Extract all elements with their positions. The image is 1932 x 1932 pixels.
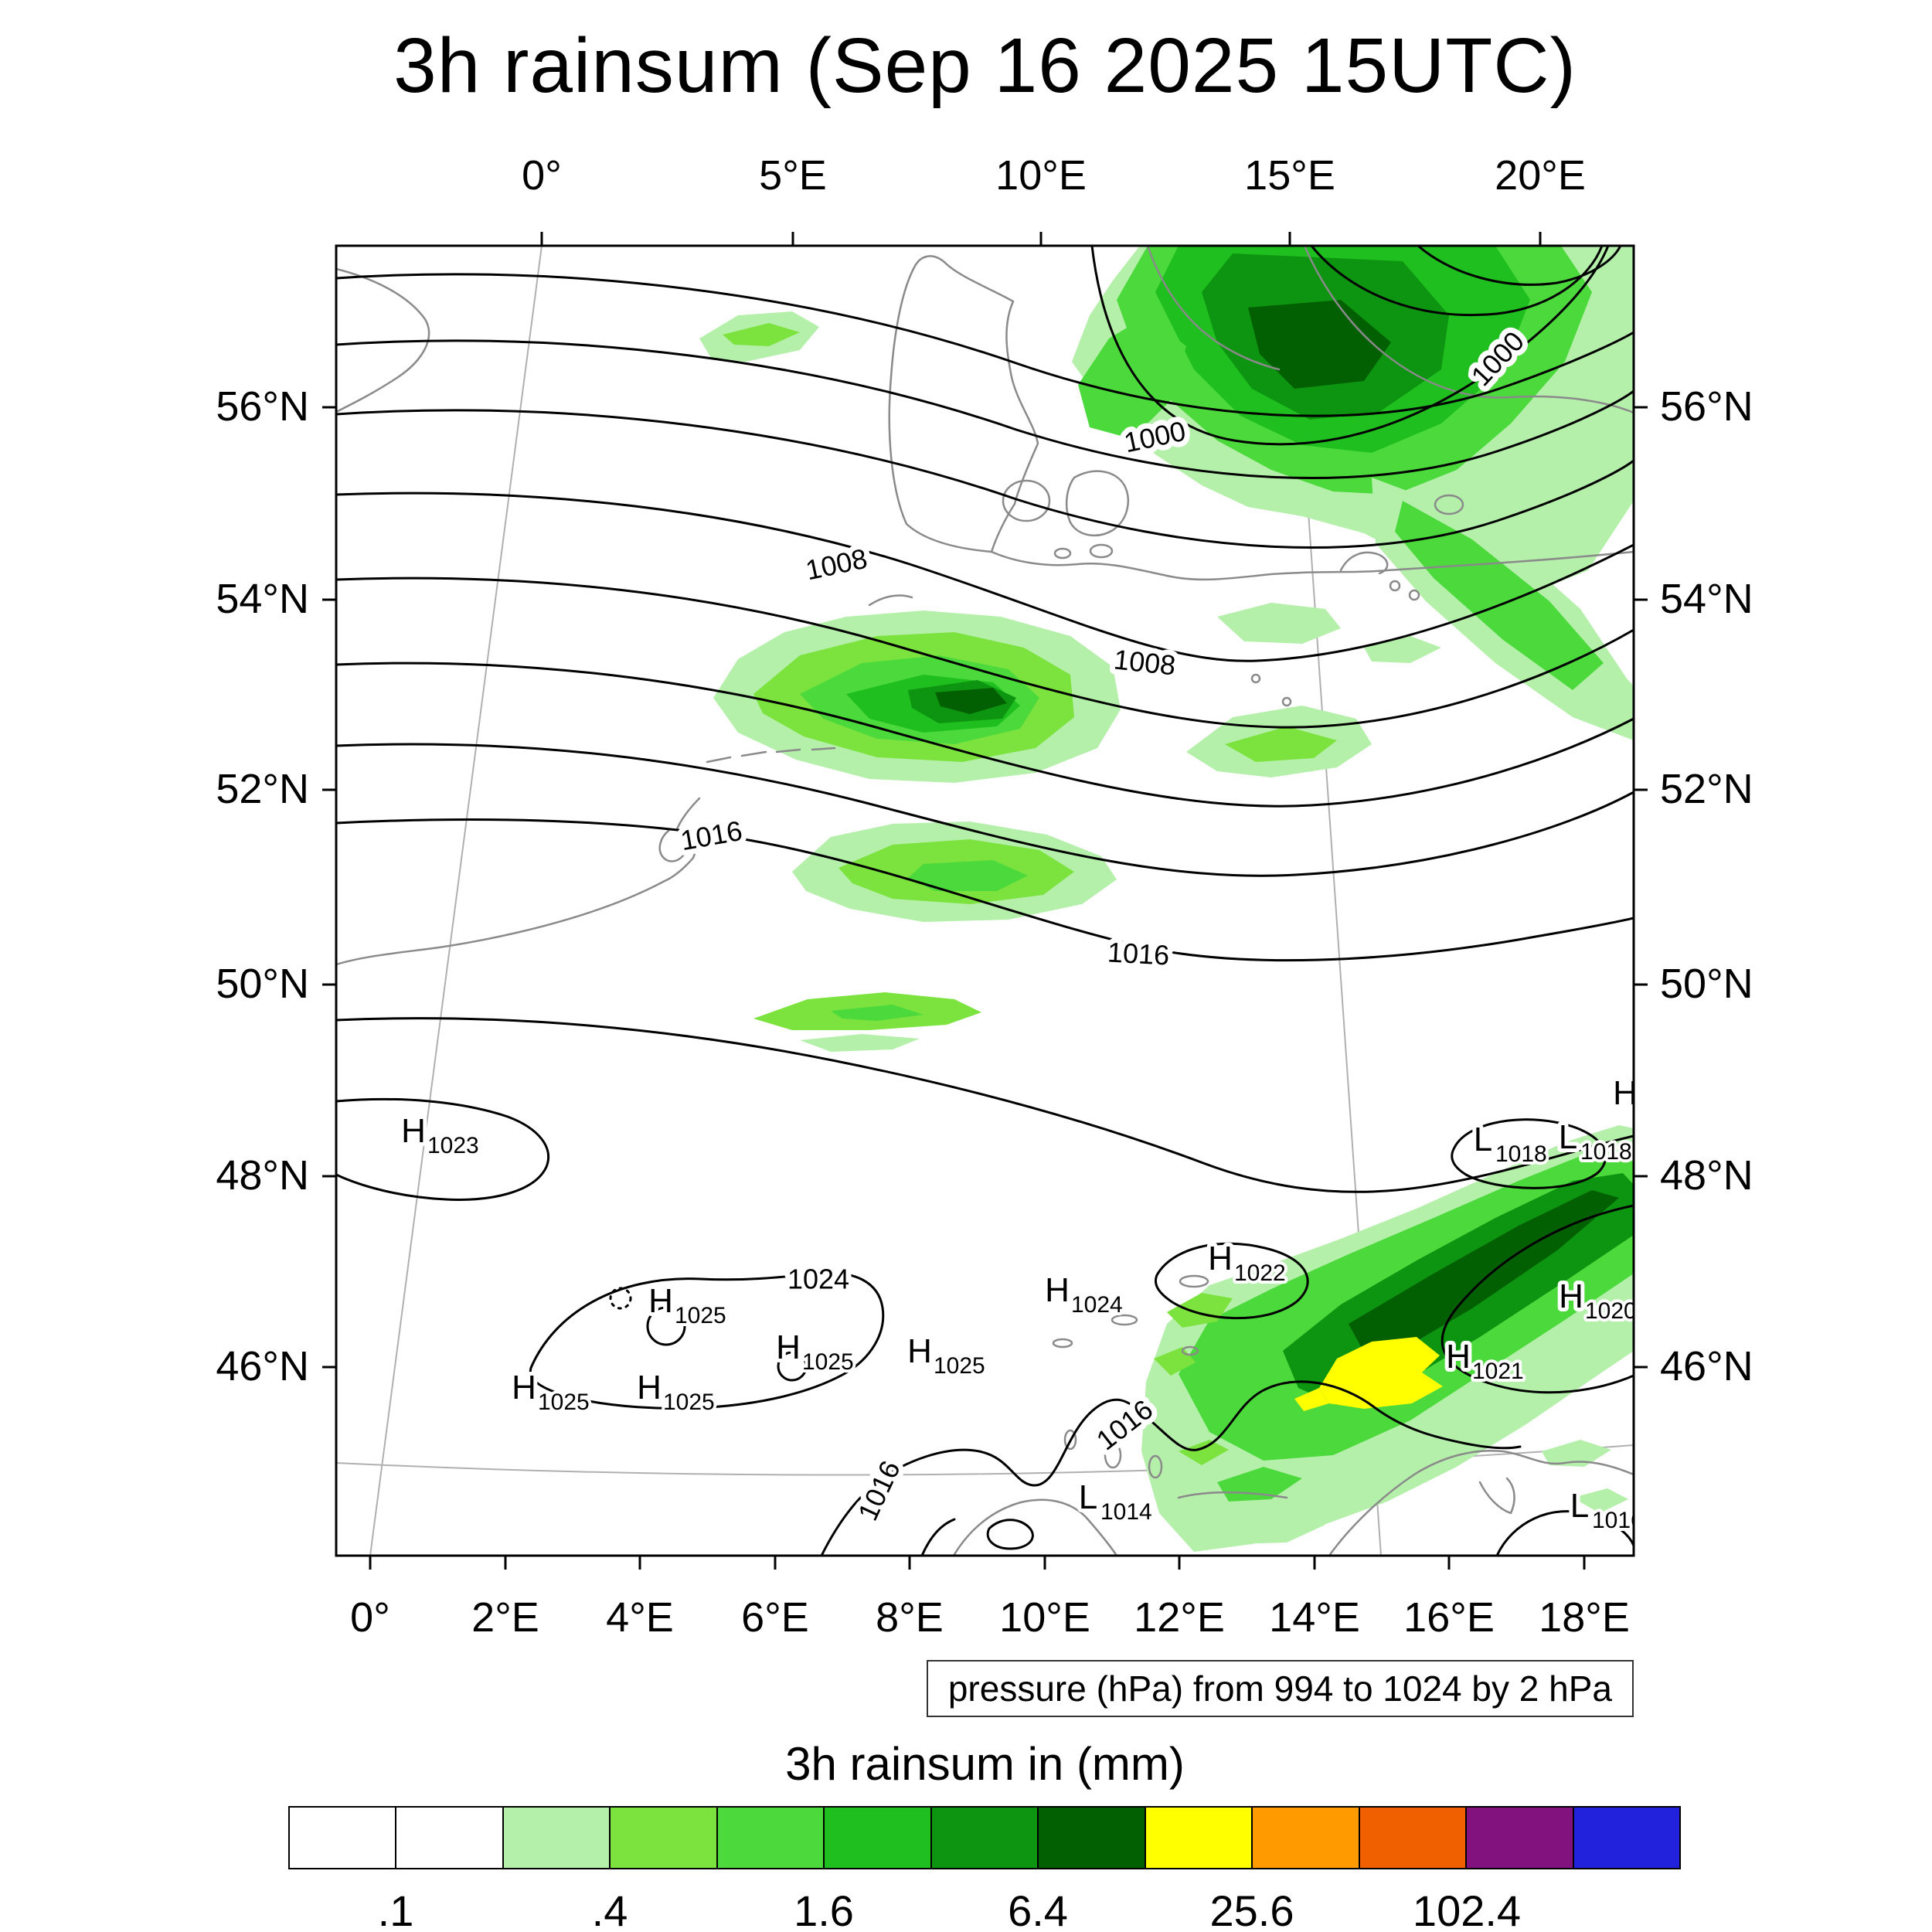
axis-label-top-2: 10°E	[995, 152, 1087, 199]
pressure-center-value: 1024	[1071, 1292, 1123, 1318]
contour-label: 1008	[1112, 643, 1177, 681]
pressure-center-letter: L	[1474, 1121, 1492, 1158]
top-axis-ticks	[540, 232, 1542, 246]
axis-label-bottom-3: 6°E	[741, 1594, 809, 1641]
pressure-center-letter: H	[512, 1369, 536, 1406]
axis-label-right-2: 52°N	[1660, 766, 1753, 812]
axis-label-right-5: 46°N	[1660, 1343, 1753, 1389]
colorbar-tick-label-1: .4	[591, 1886, 628, 1932]
pressure-center-letter: H	[1446, 1338, 1471, 1376]
colorbar-cell-2	[502, 1806, 611, 1869]
contour-label: 1016	[852, 1456, 906, 1526]
pressure-note: pressure (hPa) from 994 to 1024 by 2 hPa	[926, 1660, 1634, 1717]
axis-label-bottom-5: 10°E	[999, 1594, 1090, 1641]
pressure-center-value: 1021	[1472, 1359, 1524, 1384]
axis-label-bottom-9: 18°E	[1539, 1594, 1630, 1641]
pressure-center-value: 1018	[1495, 1141, 1547, 1167]
axis-label-bottom-6: 12°E	[1134, 1594, 1225, 1641]
colorbar-cell-5	[823, 1806, 932, 1869]
pressure-center-letter: H	[401, 1112, 426, 1150]
axis-label-top-0: 0°	[522, 152, 562, 199]
axis-label-left-3: 50°N	[216, 961, 309, 1007]
pressure-center-letter: H	[1613, 1074, 1638, 1112]
pressure-center-value: 1014	[1100, 1499, 1152, 1525]
pressure-center-letter: H	[637, 1369, 662, 1406]
contour-label: 1016	[678, 815, 744, 856]
pressure-center-letter: H	[907, 1332, 932, 1370]
contour-label: 1008	[803, 543, 870, 587]
colorbar-cell-9	[1251, 1806, 1360, 1869]
axis-label-left-2: 52°N	[216, 766, 309, 812]
left-axis-ticks	[322, 406, 336, 1369]
pressure-center-value: 1022	[1234, 1260, 1286, 1286]
colorbar-cell-6	[930, 1806, 1039, 1869]
colorbar-cell-1	[395, 1806, 504, 1869]
axis-label-left-0: 56°N	[216, 383, 309, 430]
colorbar-tick-label-4: 25.6	[1209, 1886, 1294, 1932]
axis-label-left-1: 54°N	[216, 576, 309, 622]
pressure-center-letter: H	[776, 1328, 801, 1366]
colorbar-tick-label-3: 6.4	[1008, 1886, 1068, 1932]
rain-shading	[699, 246, 1634, 1552]
pressure-centers: H 1023 H 1025 H 1025 H 1025 H 1025 H 102…	[397, 1070, 1644, 1536]
colorbar-cell-3	[609, 1806, 718, 1869]
axis-label-bottom-7: 14°E	[1269, 1594, 1360, 1641]
right-axis-ticks	[1634, 406, 1648, 1369]
axis-label-left-5: 46°N	[216, 1343, 309, 1389]
chart-title: 3h rainsum (Sep 16 2025 15UTC)	[393, 22, 1577, 109]
axis-label-bottom-4: 8°E	[876, 1594, 944, 1641]
colorbar-tick-label-2: 1.6	[794, 1886, 854, 1932]
axis-label-right-0: 56°N	[1660, 383, 1753, 430]
axis-label-top-1: 5°E	[759, 152, 827, 199]
colorbar-cell-11	[1465, 1806, 1574, 1869]
colorbar-cell-10	[1358, 1806, 1468, 1869]
coastlines	[336, 246, 1634, 1556]
pressure-center-letter: L	[1570, 1487, 1589, 1525]
contour-label: 1016	[1107, 936, 1170, 971]
axis-label-top-4: 20°E	[1495, 152, 1586, 199]
colorbar-cell-4	[716, 1806, 825, 1869]
pressure-center-value: 1025	[538, 1389, 590, 1415]
axis-label-right-1: 54°N	[1660, 576, 1753, 622]
colorbar-tick-label-0: .1	[377, 1886, 414, 1932]
pressure-center-letter: L	[1559, 1118, 1577, 1156]
pressure-center-letter: L	[1079, 1478, 1097, 1516]
colorbar	[288, 1806, 1682, 1869]
contour-label: 1024	[787, 1264, 849, 1295]
colorbar-cell-12	[1572, 1806, 1682, 1869]
axis-label-left-4: 48°N	[216, 1152, 309, 1199]
pressure-center-value: 1025	[675, 1303, 726, 1328]
axis-label-bottom-8: 16°E	[1403, 1594, 1495, 1641]
colorbar-cell-0	[288, 1806, 397, 1869]
colorbar-cell-7	[1037, 1806, 1146, 1869]
axis-label-bottom-1: 2°E	[471, 1594, 539, 1641]
axis-label-bottom-2: 4°E	[606, 1594, 674, 1641]
pressure-center-value: 1016	[1592, 1508, 1644, 1533]
map-frame	[335, 244, 1635, 1557]
pressure-center-value: 1018	[1580, 1139, 1632, 1165]
bottom-axis-ticks	[369, 1556, 1586, 1570]
colorbar-cell-8	[1144, 1806, 1253, 1869]
axis-label-right-4: 48°N	[1660, 1152, 1753, 1199]
weather-map: 1000 1000 1008 1008 1016 1016 1024 1016 …	[322, 232, 1648, 1570]
pressure-center-value: 1025	[934, 1353, 985, 1379]
pressure-center-value: 1025	[663, 1389, 715, 1415]
colorbar-title: 3h rainsum in (mm)	[785, 1738, 1185, 1790]
pressure-center-letter: H	[1045, 1271, 1070, 1309]
axis-label-top-3: 15°E	[1244, 152, 1335, 199]
colorbar-tick-label-5: 102.4	[1412, 1886, 1522, 1932]
pressure-center-letter: H	[1208, 1240, 1233, 1277]
pressure-center-value: 1025	[802, 1349, 854, 1375]
pressure-center-letter: H	[648, 1282, 673, 1320]
axis-label-bottom-0: 0°	[350, 1594, 390, 1641]
pressure-center-value: 1023	[427, 1133, 479, 1158]
pressure-center-letter: H	[1559, 1277, 1583, 1315]
pressure-center-value: 1020	[1585, 1298, 1637, 1324]
axis-label-right-3: 50°N	[1660, 961, 1753, 1007]
isobar-contours	[336, 246, 1634, 1556]
